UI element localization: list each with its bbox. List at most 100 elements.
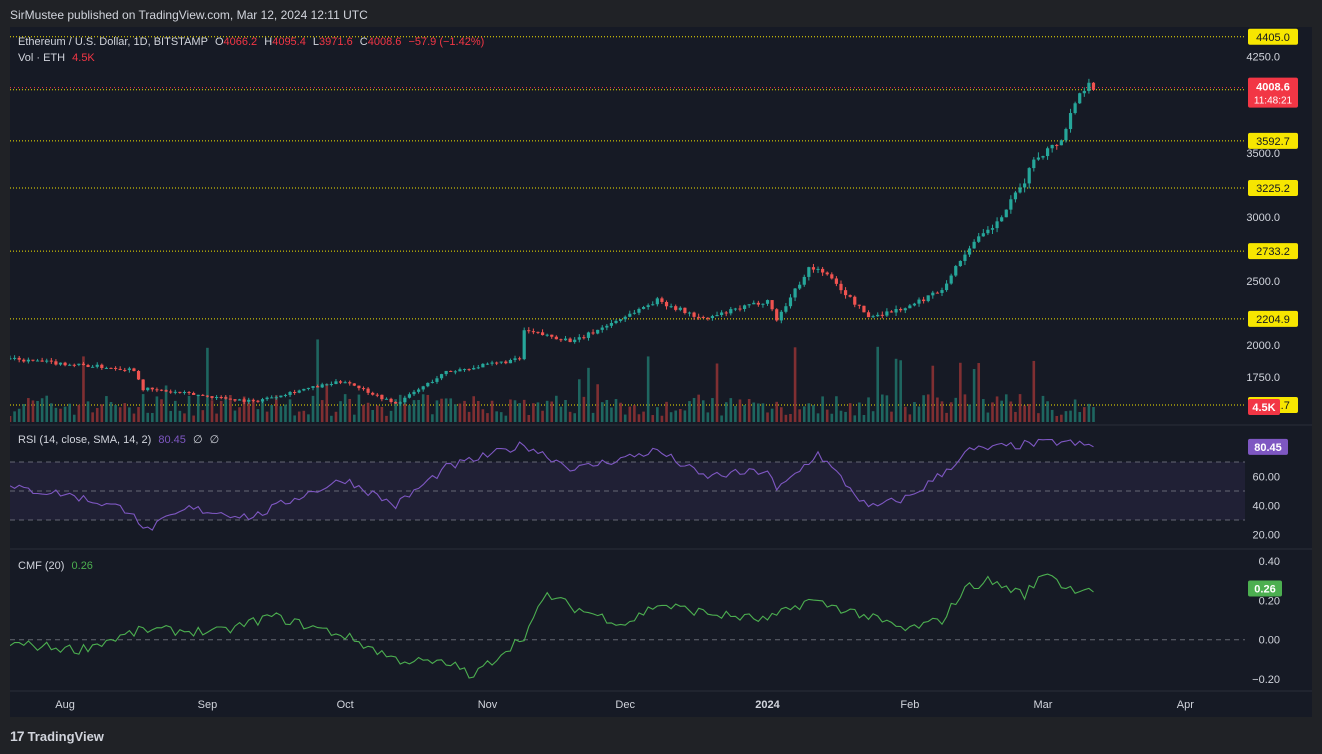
level-price-tag (1248, 310, 1298, 327)
volume-bar (330, 415, 333, 422)
volume-bar (196, 394, 200, 422)
volume-bar (646, 356, 650, 422)
rsi-value-tag (1248, 438, 1288, 455)
volume-bar (114, 404, 117, 422)
candle-body (1000, 217, 1004, 222)
candle-body (641, 307, 646, 309)
volume-bar (398, 394, 402, 422)
footer-brand[interactable]: 17 TradingView (10, 728, 104, 744)
volume-bar (610, 407, 613, 422)
volume-bar (375, 405, 379, 422)
candle-body (839, 283, 843, 291)
volume-bar (780, 407, 783, 422)
rsi-label[interactable]: RSI (14, close, SMA, 14, 2) (18, 434, 152, 446)
volume-bar (784, 414, 788, 422)
candle-body (729, 309, 733, 314)
candle-body (779, 311, 783, 321)
volume-bar (10, 415, 12, 422)
volume-bar (229, 395, 232, 422)
candle-body (586, 332, 591, 338)
volume-bar (991, 402, 994, 422)
volume-bar (839, 410, 843, 422)
candle-body (256, 400, 260, 402)
volume-bar (835, 396, 838, 422)
rsi-value-label: 80.45 (1254, 442, 1282, 454)
volume-bar (532, 403, 535, 422)
candle-body (242, 399, 246, 402)
candle-body (876, 314, 880, 317)
volume-bar (224, 396, 228, 422)
volume-bar (1018, 394, 1022, 422)
time-axis-tick: Mar (1034, 699, 1053, 711)
volume-bar (793, 347, 797, 422)
volume-bar (1027, 404, 1031, 422)
candle-body (274, 397, 278, 399)
volume-bar (890, 411, 893, 422)
candle-body (981, 233, 985, 237)
candle-body (265, 397, 269, 400)
volume-label[interactable]: Vol · ETH (18, 52, 66, 64)
candle-body (127, 368, 131, 371)
candle-body (752, 302, 756, 305)
volume-bar (605, 399, 609, 422)
volume-bar (307, 414, 310, 422)
candle-body (1041, 156, 1045, 158)
volume-bar (247, 402, 251, 422)
candle-body (210, 396, 214, 398)
candle-body (54, 361, 58, 365)
candle-body (26, 359, 30, 362)
candle-body (293, 392, 297, 394)
volume-bar (1073, 399, 1077, 422)
candle-body (958, 260, 962, 267)
candle-body (164, 390, 168, 392)
chart-canvas[interactable]: 4405.03991.53592.73225.22733.22204.91532… (10, 27, 1312, 717)
volume-bar (86, 401, 90, 422)
level-price-label: 2204.9 (1256, 314, 1290, 326)
candle-body (467, 369, 471, 371)
candle-body (857, 304, 861, 306)
open-label: O (214, 36, 224, 48)
candle-body (49, 360, 53, 362)
volume-bar (651, 415, 655, 422)
volume-bar (1046, 401, 1049, 422)
candle-body (462, 369, 467, 371)
volume-bar (463, 400, 466, 422)
time-axis-tick: Sep (198, 699, 218, 711)
volume-bar (945, 412, 948, 422)
candle-body (205, 395, 210, 397)
volume-bar (931, 365, 935, 422)
candle-body (917, 299, 921, 304)
candle-body (922, 299, 926, 302)
candle-body (68, 364, 72, 366)
candle-body (182, 392, 187, 394)
level-price-tag (1248, 180, 1298, 197)
chart-frame[interactable]: 4405.03991.53592.73225.22733.22204.91532… (10, 27, 1312, 717)
candle-body (655, 298, 659, 305)
candle-body (504, 361, 508, 364)
candle-body (77, 363, 81, 365)
candle-body (811, 267, 816, 270)
volume-bar (1014, 411, 1017, 422)
candle-body (963, 254, 967, 261)
volume-bar (353, 414, 356, 422)
time-axis-tick: Dec (615, 699, 635, 711)
candle-body (995, 221, 999, 229)
rsi-legend: RSI (14, close, SMA, 14, 2) 80.45 ∅ ∅ (18, 433, 223, 446)
volume-bar (628, 406, 632, 422)
candle-body (251, 399, 255, 401)
symbol-label[interactable]: Ethereum / U.S. Dollar, 1D, BITSTAMP (18, 36, 208, 48)
candle-body (201, 394, 205, 396)
candle-body (17, 357, 21, 360)
candle-body (903, 308, 907, 311)
volume-bar (747, 399, 751, 422)
volume-bar (100, 404, 104, 422)
high-label: H (264, 36, 273, 48)
candle-body (802, 276, 806, 285)
volume-bar (596, 384, 599, 422)
volume-bar (678, 409, 682, 422)
candle-body (830, 274, 834, 279)
cmf-label[interactable]: CMF (20) (18, 560, 65, 572)
volume-bar (1083, 407, 1086, 422)
volume-bar (766, 412, 769, 422)
volume-bar (17, 408, 21, 422)
